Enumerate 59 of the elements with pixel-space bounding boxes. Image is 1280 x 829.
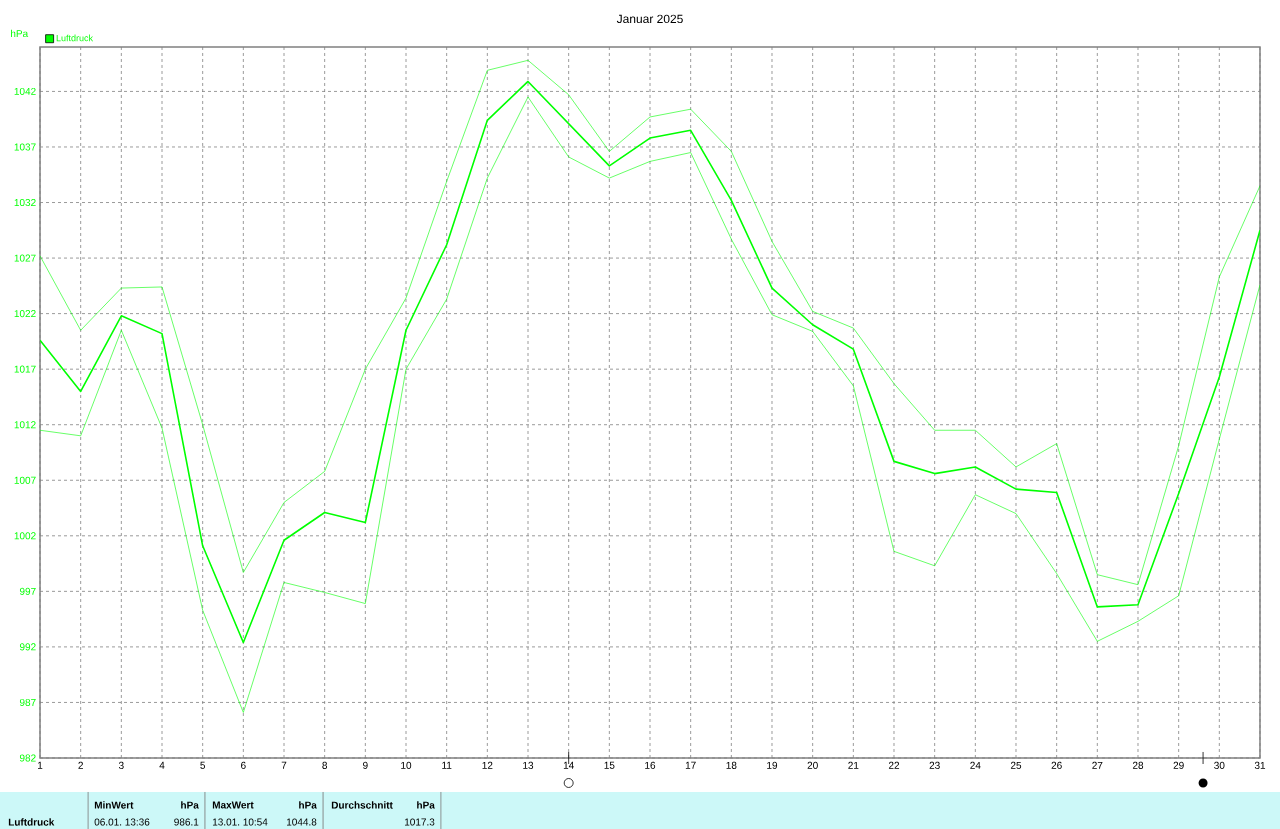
- text: MinWert: [94, 801, 134, 809]
- text: Durchschnitt: [331, 801, 393, 809]
- x-tick-label: 21: [848, 761, 859, 769]
- y-tick-label: 1022: [14, 309, 36, 317]
- legend-label: Luftdruck: [56, 34, 94, 41]
- x-tick-label: 29: [1173, 761, 1184, 769]
- x-tick-label: 7: [281, 761, 287, 769]
- x-tick-label: 23: [929, 761, 940, 769]
- x-tick-label: 16: [645, 761, 656, 769]
- x-tick-label: 8: [322, 761, 328, 769]
- x-tick-label: 30: [1214, 761, 1225, 769]
- x-tick-label: 26: [1051, 761, 1062, 769]
- y-tick-label: 987: [19, 698, 36, 706]
- x-tick-label: 10: [401, 761, 412, 769]
- x-tick-label: 14: [563, 761, 574, 769]
- x-tick-label: 22: [888, 761, 900, 769]
- y-tick-label: 1042: [14, 87, 36, 95]
- y-tick-label: 1007: [14, 476, 36, 484]
- x-tick-label: 24: [970, 761, 981, 769]
- x-tick-label: 27: [1092, 761, 1103, 769]
- x-tick-label: 9: [363, 761, 368, 769]
- text: 1017.3: [404, 818, 435, 826]
- x-tick-label: 5: [200, 761, 206, 769]
- x-tick-label: 1: [38, 761, 43, 769]
- x-tick-label: 11: [442, 761, 452, 769]
- y-tick-label: 1032: [14, 198, 36, 206]
- text: hPa: [181, 801, 199, 809]
- x-tick-label: 19: [767, 761, 778, 769]
- text: 06.01. 13:36: [94, 818, 150, 826]
- y-tick-label: 1027: [14, 254, 36, 262]
- y-tick-label: 1002: [14, 532, 36, 540]
- y-tick-label: 982: [19, 754, 36, 762]
- text: hPa: [299, 801, 317, 809]
- x-tick-label: 18: [726, 761, 737, 769]
- x-tick-label: 12: [482, 761, 493, 769]
- text: 1044.8: [286, 818, 317, 826]
- text: Luftdruck: [8, 818, 55, 826]
- y-tick-label: 992: [19, 643, 36, 651]
- x-tick-label: 31: [1254, 761, 1266, 769]
- x-tick-label: 6: [241, 761, 246, 769]
- y-axis-title: hPa: [11, 29, 29, 37]
- x-tick-label: 4: [159, 761, 165, 769]
- y-tick-label: 1017: [14, 365, 36, 373]
- x-tick-label: 2: [78, 761, 83, 769]
- x-tick-label: 28: [1132, 761, 1144, 769]
- text: 986.1: [174, 818, 199, 826]
- y-tick-label: 1037: [14, 143, 36, 151]
- y-tick-label: 997: [19, 587, 36, 595]
- x-tick-label: 15: [604, 761, 615, 769]
- x-tick-label: 25: [1010, 761, 1022, 769]
- text: hPa: [417, 801, 435, 809]
- text: MaxWert: [212, 801, 254, 809]
- y-tick-label: 1012: [14, 420, 36, 429]
- x-tick-label: 20: [807, 761, 818, 769]
- text: 13.01. 10:54: [212, 818, 268, 826]
- x-tick-label: 13: [523, 761, 534, 769]
- chart-title: Januar 2025: [616, 14, 683, 23]
- x-tick-label: 3: [118, 761, 124, 769]
- x-tick-label: 17: [685, 761, 696, 769]
